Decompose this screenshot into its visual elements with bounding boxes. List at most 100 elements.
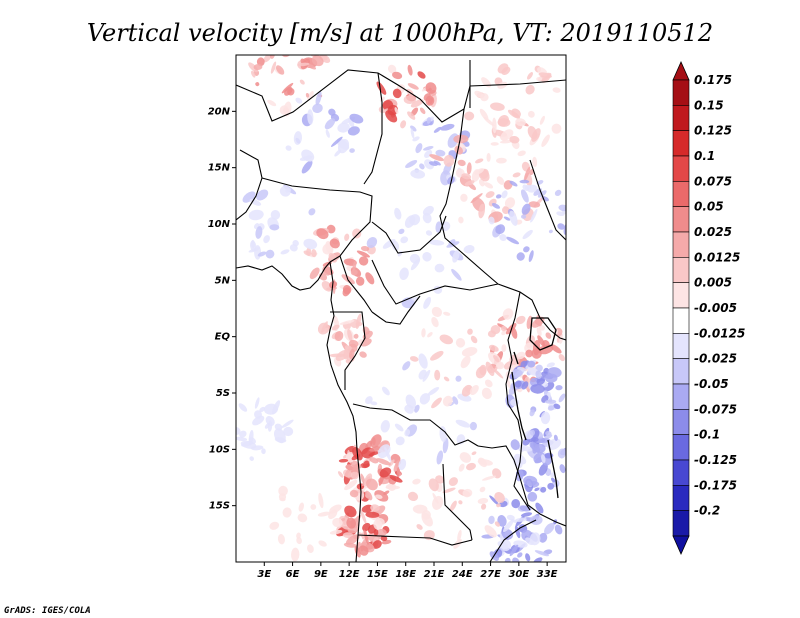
field-patch	[531, 437, 539, 442]
field-patch	[317, 511, 331, 517]
field-patch	[516, 252, 525, 261]
field-patch	[496, 503, 501, 508]
field-patch	[270, 61, 277, 74]
lake-victoria	[529, 317, 557, 351]
field-patch	[410, 128, 415, 139]
field-patch	[550, 344, 562, 354]
field-patch	[311, 249, 317, 258]
field-patch	[435, 149, 446, 157]
field-patch	[369, 445, 383, 452]
field-patch	[394, 207, 402, 220]
field-patch	[377, 444, 391, 459]
coastline-west-africa	[236, 261, 331, 291]
field-patch	[510, 439, 520, 451]
field-patch	[361, 504, 374, 513]
field-patch	[387, 64, 397, 74]
field-patch	[538, 532, 548, 543]
field-patch	[515, 517, 527, 522]
plot-title: Vertical velocity [m/s] at 1000hPa, VT: …	[87, 19, 713, 47]
field-patch	[440, 123, 455, 131]
field-patch	[521, 381, 529, 390]
field-patch	[520, 360, 528, 368]
colorbar-label: -0.2	[694, 504, 720, 518]
field-patch	[504, 197, 516, 209]
field-patch	[270, 210, 281, 220]
field-patch	[305, 93, 310, 98]
colorbar-label: -0.175	[694, 478, 737, 492]
field-patch	[533, 557, 543, 562]
field-patch	[365, 440, 373, 450]
field-patch	[530, 384, 545, 394]
field-patch	[479, 486, 486, 493]
field-patch	[534, 550, 549, 557]
field-patch	[259, 406, 265, 413]
field-patch	[529, 429, 536, 436]
field-patch	[532, 156, 538, 168]
field-patch	[410, 125, 417, 132]
field-patch	[499, 234, 507, 241]
field-patch	[458, 500, 463, 505]
colorbar-bottom-cap	[672, 535, 690, 555]
colorbar-segment	[672, 105, 690, 131]
colorbar-segment	[672, 181, 690, 207]
field-patch	[311, 55, 324, 67]
colorbar-segment	[672, 130, 690, 157]
field-patch	[373, 519, 383, 530]
field-patch	[460, 193, 468, 202]
field-patch	[329, 504, 342, 514]
field-patch	[419, 163, 425, 170]
field-patch	[551, 477, 556, 483]
field-patch	[462, 488, 473, 498]
field-patch	[484, 379, 493, 388]
field-patch	[331, 324, 340, 331]
field-patch	[256, 57, 265, 67]
field-patch	[335, 349, 350, 361]
lon-tick-label: 3E	[257, 569, 271, 580]
field-patch	[250, 240, 257, 252]
field-patch	[353, 333, 359, 339]
field-patch	[501, 66, 511, 75]
field-patch	[290, 547, 300, 562]
field-patch	[325, 129, 330, 138]
colorbar-segment	[672, 459, 690, 486]
border-ethiopia	[529, 159, 566, 241]
field-patch	[263, 235, 270, 244]
field-patch	[478, 203, 486, 219]
field-patch	[362, 460, 370, 468]
field-patch	[502, 206, 510, 215]
field-patch	[278, 485, 288, 496]
field-patch	[474, 168, 485, 175]
field-patch	[464, 180, 475, 186]
field-patch	[555, 385, 563, 391]
field-patch	[365, 511, 380, 518]
field-patch	[466, 162, 472, 175]
field-patch	[427, 332, 433, 338]
field-patch	[553, 403, 561, 410]
field-patch	[366, 237, 378, 248]
field-patch	[402, 361, 411, 371]
field-patch	[271, 400, 281, 415]
field-patch	[552, 87, 561, 93]
field-patch	[528, 110, 535, 118]
field-patch	[419, 393, 431, 405]
colorbar-top-cap	[672, 61, 690, 81]
field-patch	[471, 451, 477, 456]
field-patch	[251, 445, 264, 451]
field-patch	[537, 190, 547, 198]
field-patch	[485, 361, 495, 376]
field-patch	[520, 189, 529, 203]
field-patch	[399, 267, 409, 281]
field-patch	[362, 522, 371, 532]
field-patch	[530, 442, 541, 453]
field-patch	[497, 81, 508, 89]
lat-tick-label: 10S	[209, 444, 230, 455]
colorbar-segment	[672, 307, 690, 334]
field-patch	[392, 71, 403, 80]
field-patch	[547, 405, 555, 411]
field-patch	[453, 134, 469, 144]
field-patch	[538, 325, 546, 331]
field-patch	[400, 120, 407, 129]
field-patch	[349, 348, 355, 359]
field-patch	[490, 142, 499, 146]
